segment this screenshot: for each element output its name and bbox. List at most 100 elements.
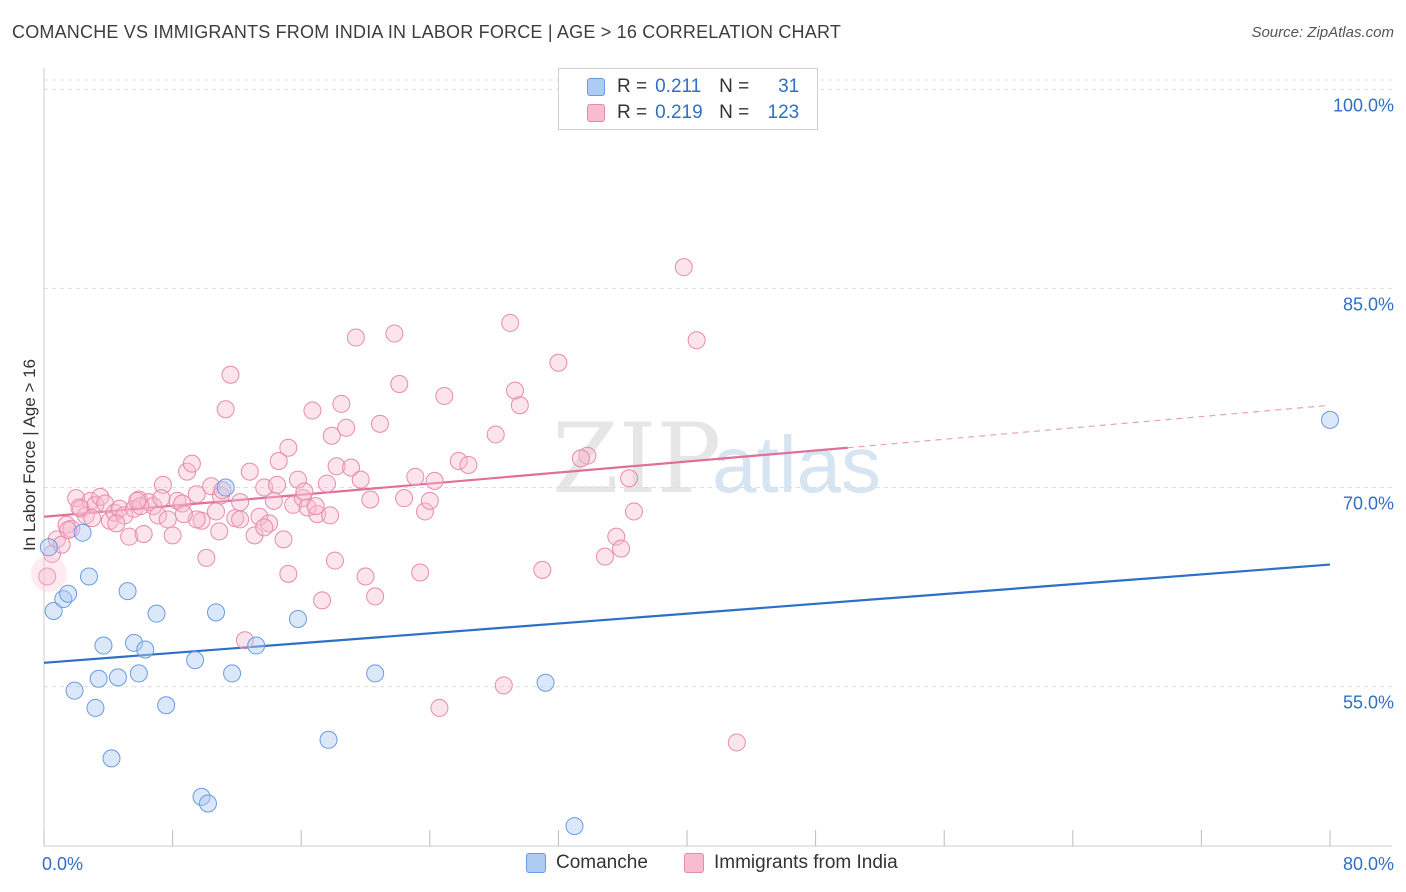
y-tick-label: 100.0% xyxy=(1333,95,1394,115)
india-point xyxy=(332,394,351,413)
comanche-point xyxy=(129,664,148,683)
india-point xyxy=(62,519,81,538)
india-point xyxy=(322,426,341,445)
comanche-point xyxy=(54,590,73,609)
india-point xyxy=(346,328,365,347)
legend-label-india: Immigrants from India xyxy=(714,852,898,873)
comanche-point xyxy=(366,664,385,683)
watermark: ZIP atlas xyxy=(552,403,881,515)
comanche-point xyxy=(207,603,226,622)
india-point xyxy=(306,497,325,516)
india-point xyxy=(216,400,235,419)
comanche-point xyxy=(223,664,242,683)
legend-item-india[interactable]: Immigrants from India xyxy=(684,852,898,874)
india-point xyxy=(182,454,201,473)
comanche-point xyxy=(65,681,84,700)
axes xyxy=(43,68,1392,847)
india-point xyxy=(505,381,524,400)
india-point xyxy=(674,258,693,277)
legend-swatch-india xyxy=(684,853,704,873)
legend-r-label: R = xyxy=(617,76,648,97)
india-point xyxy=(250,507,269,526)
india-point xyxy=(158,510,177,529)
india-point xyxy=(163,526,182,545)
legend-r-value: 0.211 xyxy=(655,76,702,97)
india-point xyxy=(415,502,434,521)
india-point xyxy=(385,324,404,343)
india-point xyxy=(174,505,193,524)
legend-swatch-comanche xyxy=(587,78,605,96)
legend-row-comanche: R = 0.211 N = 31 xyxy=(587,74,799,100)
comanche-point xyxy=(186,651,205,670)
comanche-trend-line xyxy=(43,563,1331,664)
india-point xyxy=(425,471,444,490)
y-tick-label: 70.0% xyxy=(1343,494,1394,514)
india-point xyxy=(153,475,172,494)
source-label: Source: ZipAtlas.com xyxy=(1251,24,1394,41)
india-point xyxy=(67,489,86,508)
india-point xyxy=(406,467,425,486)
legend-n-value: 31 xyxy=(778,76,800,97)
india-point xyxy=(268,475,287,494)
india-point xyxy=(624,502,643,521)
india-point xyxy=(351,470,370,489)
india-point xyxy=(202,477,221,496)
india-cluster-blob xyxy=(30,555,67,592)
india-point xyxy=(533,560,552,579)
comanche-point xyxy=(59,584,78,603)
india-point xyxy=(366,587,385,606)
india-point xyxy=(288,470,307,489)
india-point xyxy=(107,514,126,533)
india-point xyxy=(210,522,229,541)
comanche-point xyxy=(108,668,127,687)
india-point xyxy=(411,563,430,582)
india-point xyxy=(303,401,322,420)
india-point xyxy=(149,506,168,525)
comanche-point xyxy=(80,567,99,586)
india-point xyxy=(197,548,216,567)
comanche-point xyxy=(39,538,58,557)
india-point xyxy=(337,418,356,437)
comanche-point xyxy=(125,633,144,652)
india-point xyxy=(571,449,590,468)
legend-n-value: 123 xyxy=(767,102,800,123)
india-point xyxy=(430,698,449,717)
india-point xyxy=(449,452,468,470)
comanche-point xyxy=(118,582,137,601)
gridlines xyxy=(44,79,1392,688)
india-point xyxy=(295,482,314,501)
y-tick-label: 85.0% xyxy=(1343,294,1394,314)
comanche-point xyxy=(44,602,63,621)
india-point xyxy=(620,469,639,488)
india-point xyxy=(284,495,303,514)
india-point xyxy=(395,489,414,508)
india-point xyxy=(131,497,150,516)
x-tick-label-left: 0.0% xyxy=(42,854,83,874)
india-point xyxy=(596,547,615,566)
comanche-point xyxy=(147,604,166,623)
india-point xyxy=(134,525,153,544)
comanche-point xyxy=(288,609,307,628)
india-point xyxy=(293,489,312,508)
legend-item-comanche[interactable]: Comanche xyxy=(526,852,648,874)
india-point xyxy=(207,502,226,521)
india-point xyxy=(274,530,293,549)
comanche-point xyxy=(89,669,108,688)
india-point xyxy=(390,375,409,393)
india-point xyxy=(321,506,340,525)
india-point xyxy=(152,489,171,508)
comanche-point xyxy=(216,478,235,497)
india-trend-extension xyxy=(847,404,1331,449)
india-point xyxy=(128,491,147,510)
india-point xyxy=(279,438,298,457)
comanche-point xyxy=(198,794,217,813)
x-tick-label-right: 80.0% xyxy=(1343,854,1394,874)
india-point xyxy=(501,313,520,332)
india-point xyxy=(370,414,389,433)
y-axis-label: In Labor Force | Age > 16 xyxy=(20,358,39,552)
india-point xyxy=(96,494,115,513)
india-point xyxy=(59,521,78,540)
comanche-point xyxy=(102,749,121,768)
india-point xyxy=(486,425,505,444)
